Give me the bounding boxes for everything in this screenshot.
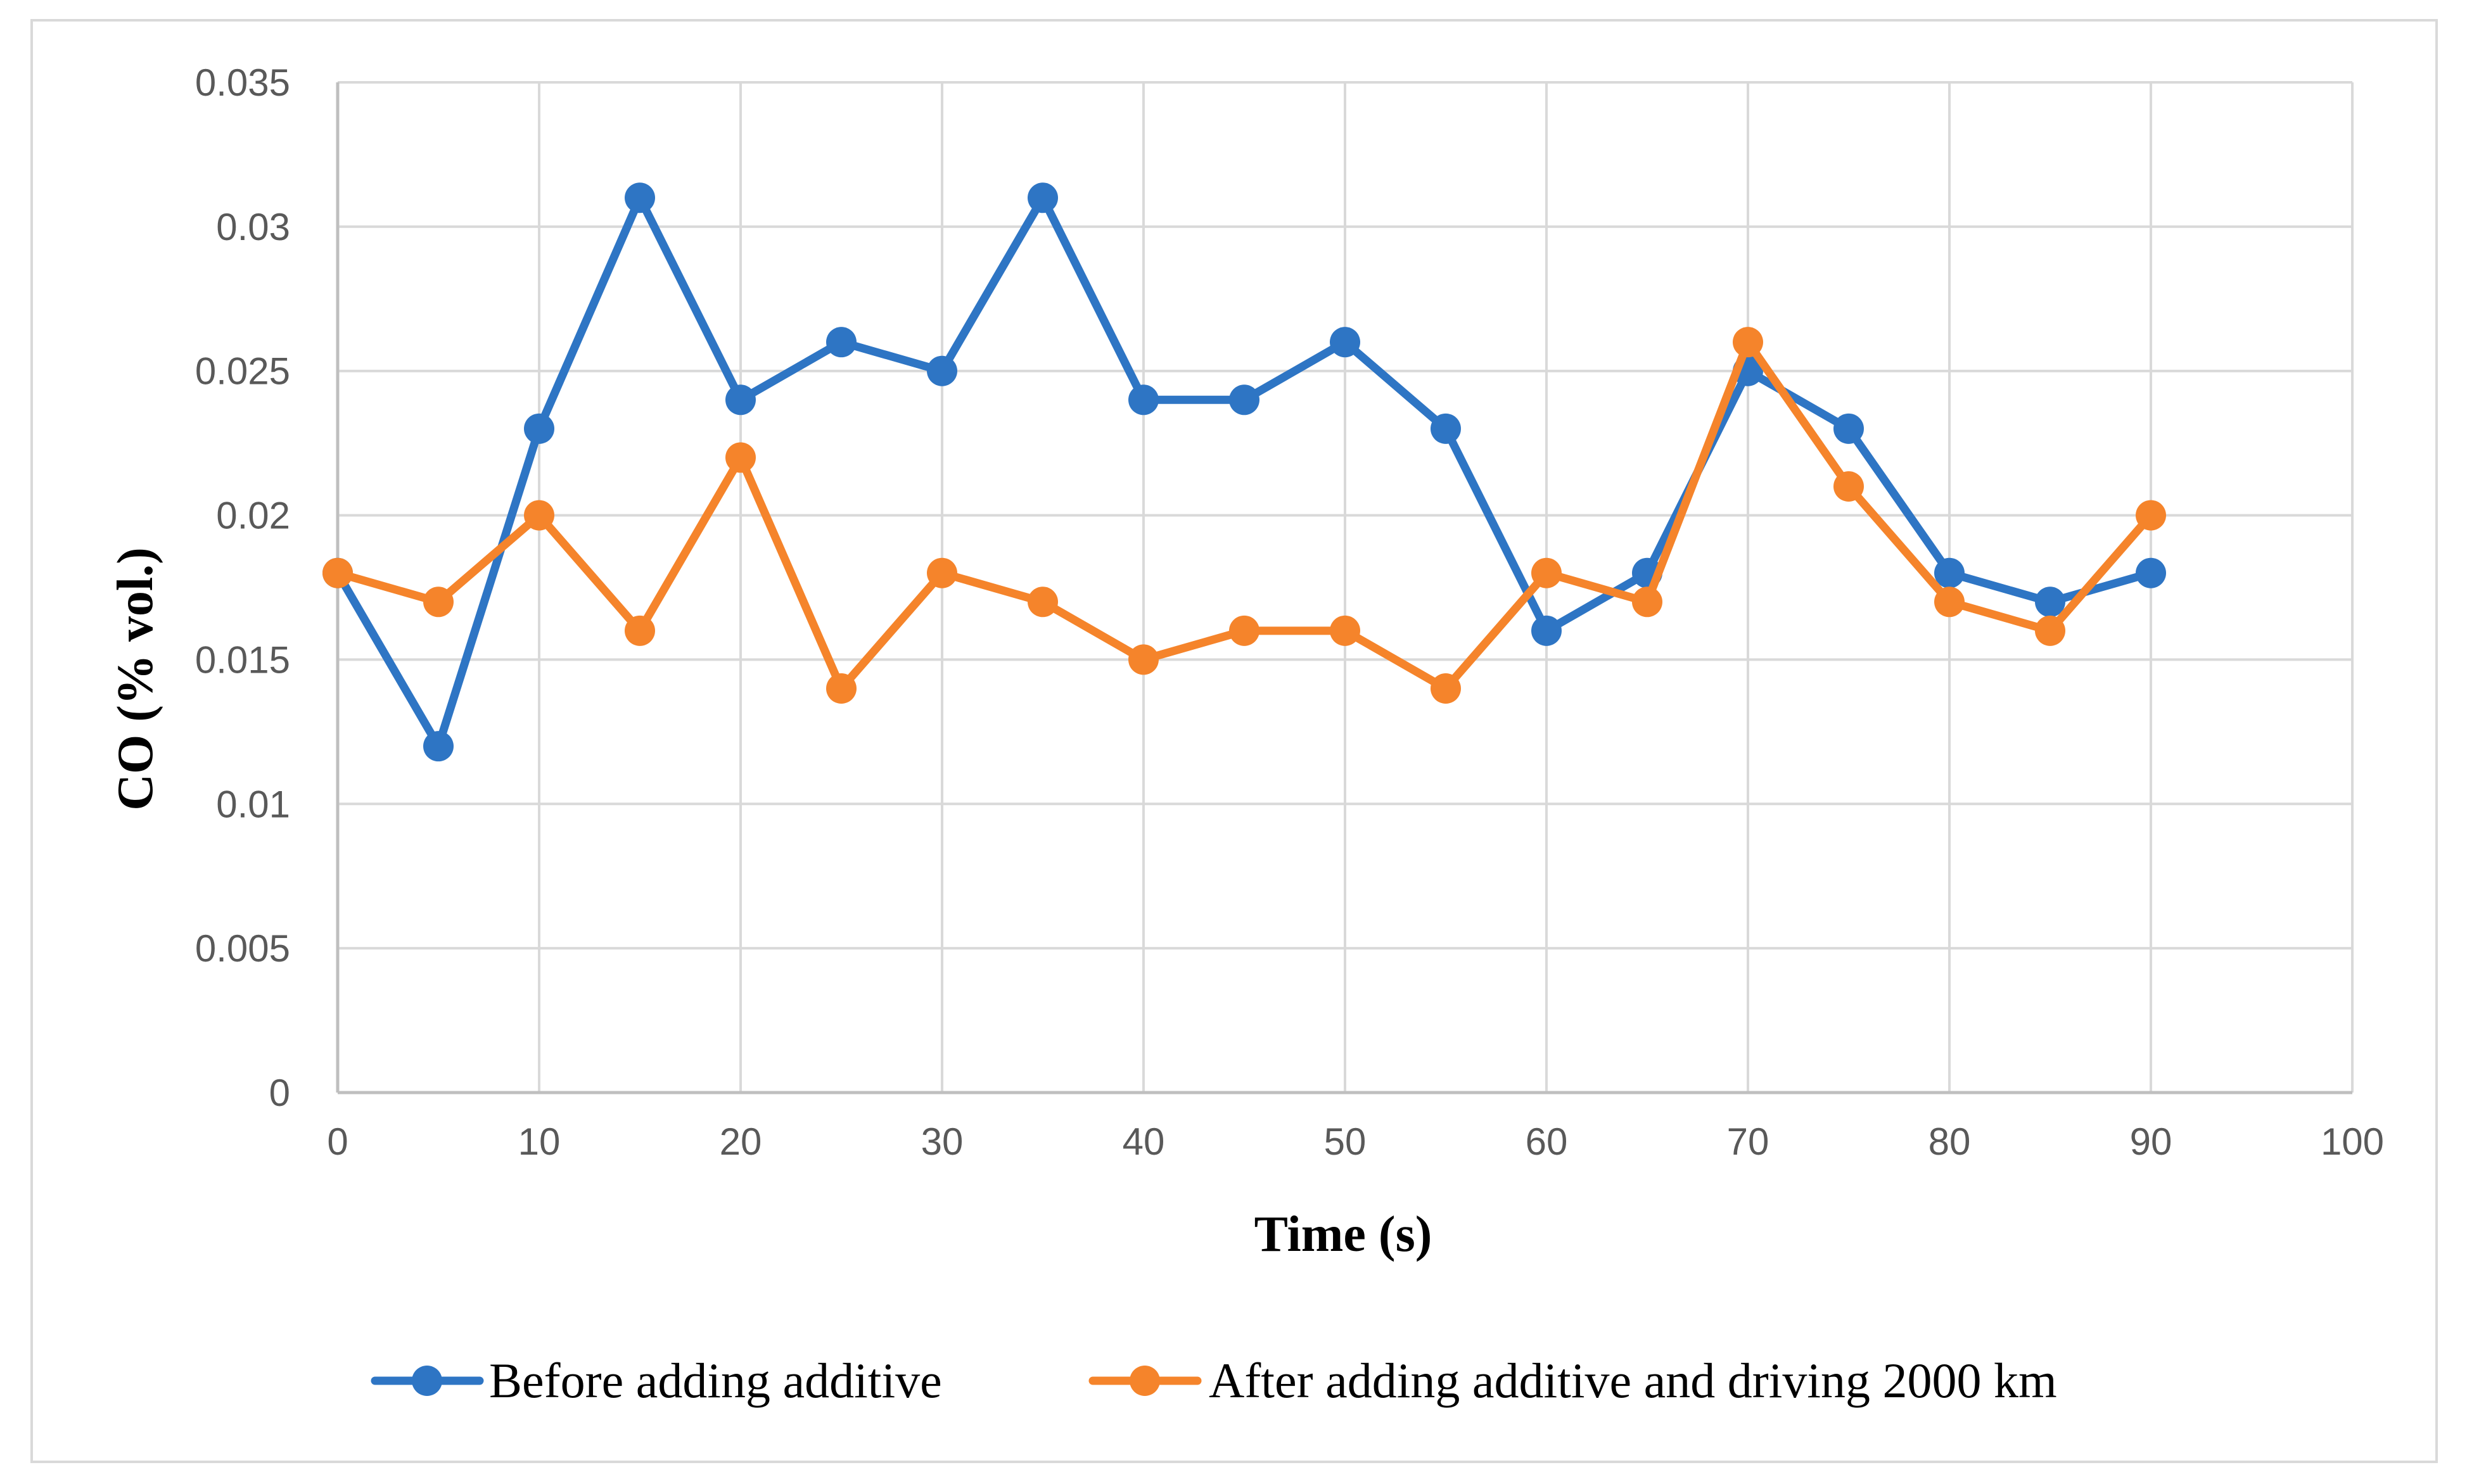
series-2: [322, 327, 2166, 704]
y-tick-label: 0.015: [195, 638, 290, 681]
legend: Before adding additive After adding addit…: [371, 1353, 2057, 1408]
x-tick-label: 70: [1727, 1120, 1769, 1163]
grid-layer: [338, 81, 2354, 1093]
y-axis-title: CO (% vol.): [108, 547, 163, 811]
legend-item: Before adding additive: [371, 1353, 942, 1408]
data-point: [927, 355, 957, 386]
x-tick-label: 100: [2321, 1120, 2384, 1163]
x-tick-label: 20: [720, 1120, 762, 1163]
data-point: [1833, 471, 1864, 502]
data-point: [1330, 615, 1360, 646]
series-1: [322, 182, 2166, 762]
data-point: [625, 182, 655, 213]
data-point: [423, 731, 454, 762]
data-point: [423, 587, 454, 618]
x-tick-label: 30: [921, 1120, 964, 1163]
data-point: [1330, 327, 1360, 358]
y-tick-label: 0.025: [195, 350, 290, 393]
y-tick-label: 0.005: [195, 927, 290, 970]
data-point: [1531, 615, 1562, 646]
x-tick-label: 80: [1928, 1120, 1971, 1163]
data-point: [725, 442, 756, 473]
data-point: [1833, 413, 1864, 444]
data-point: [826, 327, 857, 358]
data-point: [1632, 587, 1662, 618]
data-point: [524, 500, 554, 531]
y-tick-label: 0.035: [195, 61, 290, 104]
data-point: [524, 413, 554, 444]
data-point: [625, 615, 655, 646]
data-point: [725, 384, 756, 415]
y-tick-label: 0: [269, 1072, 290, 1114]
data-point: [1128, 384, 1159, 415]
data-point: [322, 557, 353, 588]
data-point: [1934, 587, 1965, 618]
data-point: [2035, 615, 2065, 646]
legend-swatch-marker: [412, 1366, 442, 1396]
label-layer: 0 10 20 30 40 50 60 70 80 90 100 0 0.005 0.01 0.015 0.0…: [195, 61, 2384, 1163]
data-point: [1028, 587, 1058, 618]
data-point: [2136, 500, 2166, 531]
data-point: [1229, 615, 1259, 646]
x-tick-label: 90: [2130, 1120, 2172, 1163]
data-point: [1733, 327, 1763, 358]
x-tick-label: 60: [1526, 1120, 1568, 1163]
data-point: [1028, 182, 1058, 213]
legend-label: After adding additive and driving 2000 k…: [1209, 1353, 2057, 1408]
x-tick-label: 0: [327, 1120, 348, 1163]
legend-swatch-marker: [1130, 1366, 1160, 1396]
legend-item: After adding additive and driving 2000 k…: [1088, 1353, 2057, 1408]
x-tick-label: 40: [1123, 1120, 1165, 1163]
series-layer: [322, 182, 2166, 762]
data-point: [1934, 557, 1965, 588]
data-point: [1229, 384, 1259, 415]
legend-label: Before adding additive: [489, 1353, 942, 1408]
data-point: [1431, 673, 1461, 704]
x-tick-label: 10: [518, 1120, 561, 1163]
y-tick-label: 0.02: [216, 495, 290, 537]
x-axis-title: Time (s): [1254, 1207, 1432, 1262]
data-point: [1531, 557, 1562, 588]
series-line: [333, 193, 2155, 751]
data-point: [1431, 413, 1461, 444]
y-tick-label: 0.03: [216, 206, 290, 248]
data-point: [826, 673, 857, 704]
data-point: [2136, 557, 2166, 588]
data-point: [2035, 587, 2065, 618]
data-point: [927, 557, 957, 588]
data-point: [1128, 644, 1159, 675]
x-tick-label: 50: [1324, 1120, 1367, 1163]
y-tick-label: 0.01: [216, 783, 290, 825]
